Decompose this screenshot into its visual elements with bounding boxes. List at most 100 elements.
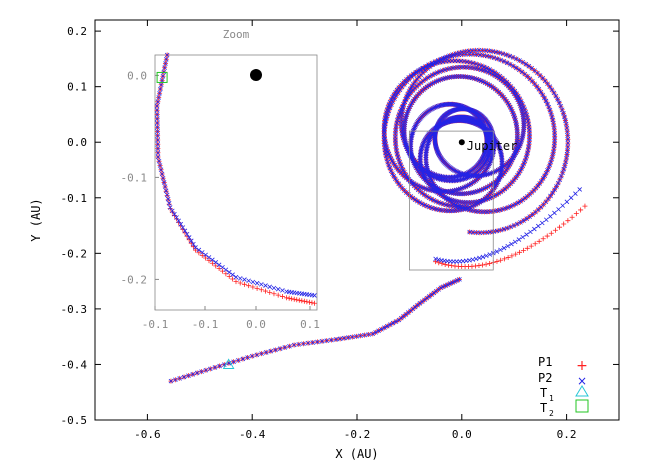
p2-point <box>199 369 204 374</box>
inset-p1-point <box>289 296 295 302</box>
p2-point <box>333 337 339 342</box>
inset-p2-point <box>155 154 161 160</box>
p2-point <box>480 172 486 178</box>
p2-point <box>563 159 568 165</box>
p1-point <box>561 221 567 227</box>
p2-point <box>562 163 568 168</box>
jupiter-marker <box>458 139 465 146</box>
inset-p1-point <box>250 284 256 290</box>
inset-p2-point <box>155 124 160 130</box>
p1-point <box>472 263 478 269</box>
p2-point <box>442 55 448 61</box>
p1-point <box>544 233 550 239</box>
p2-point <box>507 104 513 110</box>
p2-point <box>477 230 483 235</box>
p2-point <box>337 336 343 342</box>
p2-point <box>553 93 559 99</box>
p2-point <box>399 104 405 110</box>
p2-point <box>221 362 227 367</box>
p1-point <box>528 243 534 249</box>
p1-point <box>498 257 504 263</box>
p2-point <box>481 230 486 235</box>
p2-point <box>501 59 507 64</box>
inset-p2-point <box>271 285 277 291</box>
p2-point <box>273 347 278 353</box>
p2-point <box>532 226 537 232</box>
inset-p2-point <box>162 184 168 189</box>
x-tick-label: -0.2 <box>344 428 371 441</box>
inset-p1-point <box>206 258 212 264</box>
p2-point <box>438 285 444 291</box>
y-axis-label: Y (AU) <box>29 198 43 241</box>
p2-point <box>496 191 501 196</box>
inset-p1-point <box>186 237 192 243</box>
p2-point <box>555 97 560 102</box>
p2-point <box>456 52 462 58</box>
p2-point <box>436 200 441 205</box>
p2-point <box>395 154 401 160</box>
p2-point <box>424 194 430 199</box>
p1-point <box>520 247 526 253</box>
p2-point <box>427 136 433 142</box>
p2-point <box>504 52 509 58</box>
p2-point <box>540 176 546 181</box>
inset-p2-point <box>155 141 161 147</box>
p2-point <box>470 52 476 57</box>
p2-point <box>458 171 464 176</box>
y-tick-label: -0.4 <box>61 358 88 371</box>
p2-point <box>345 335 351 340</box>
inset-p1-point <box>291 296 297 302</box>
y-tick-label: -0.1 <box>61 192 88 205</box>
y-tick-label: -0.5 <box>61 414 88 427</box>
p2-point <box>488 54 493 60</box>
p2-point <box>394 151 400 157</box>
p2-point <box>550 117 556 123</box>
p2-point <box>418 165 424 170</box>
p2-point <box>405 94 411 100</box>
p2-point <box>390 320 396 326</box>
p2-point <box>382 325 387 330</box>
p2-point <box>498 247 503 253</box>
p2-point <box>412 197 418 202</box>
p2-point <box>438 103 443 108</box>
p2-point <box>427 137 432 143</box>
p2-point <box>433 104 438 110</box>
inset-p2-point <box>164 192 170 198</box>
p2-point <box>495 141 500 147</box>
inset-p1-point <box>267 289 273 295</box>
y-tick-label: 0.0 <box>67 136 87 149</box>
inset-p1-point <box>258 287 264 293</box>
inset-p2-point <box>246 278 251 284</box>
p2-point <box>421 65 426 71</box>
p2-point <box>457 170 462 176</box>
p2-point <box>507 62 513 67</box>
p2-point <box>217 363 222 369</box>
p2-point <box>520 59 525 65</box>
p2-point <box>514 221 520 227</box>
p2-point <box>282 345 288 350</box>
p2-point <box>564 152 570 157</box>
p2-point <box>573 191 578 196</box>
p2-point <box>546 104 552 110</box>
legend-p1-marker: + <box>576 358 588 374</box>
p2-point <box>514 65 519 71</box>
p2-point <box>454 278 460 283</box>
p2-point <box>512 239 518 245</box>
p2-point <box>516 170 522 176</box>
p2-point <box>424 162 429 167</box>
p2-point <box>515 173 520 178</box>
p2-point <box>405 174 410 180</box>
inset-jupiter-marker <box>250 69 262 81</box>
p1-point <box>483 261 489 267</box>
p2-point <box>452 168 457 173</box>
p2-point <box>390 94 395 100</box>
inset-p2-point <box>154 112 160 117</box>
p2-point <box>424 203 430 209</box>
p2-point <box>410 130 415 136</box>
p2-point <box>440 68 445 73</box>
p2-point <box>407 92 412 97</box>
y-tick-label: 0.2 <box>67 25 87 38</box>
p2-point <box>551 90 557 96</box>
p2-point <box>480 48 485 53</box>
inset-p2-point <box>178 221 184 227</box>
